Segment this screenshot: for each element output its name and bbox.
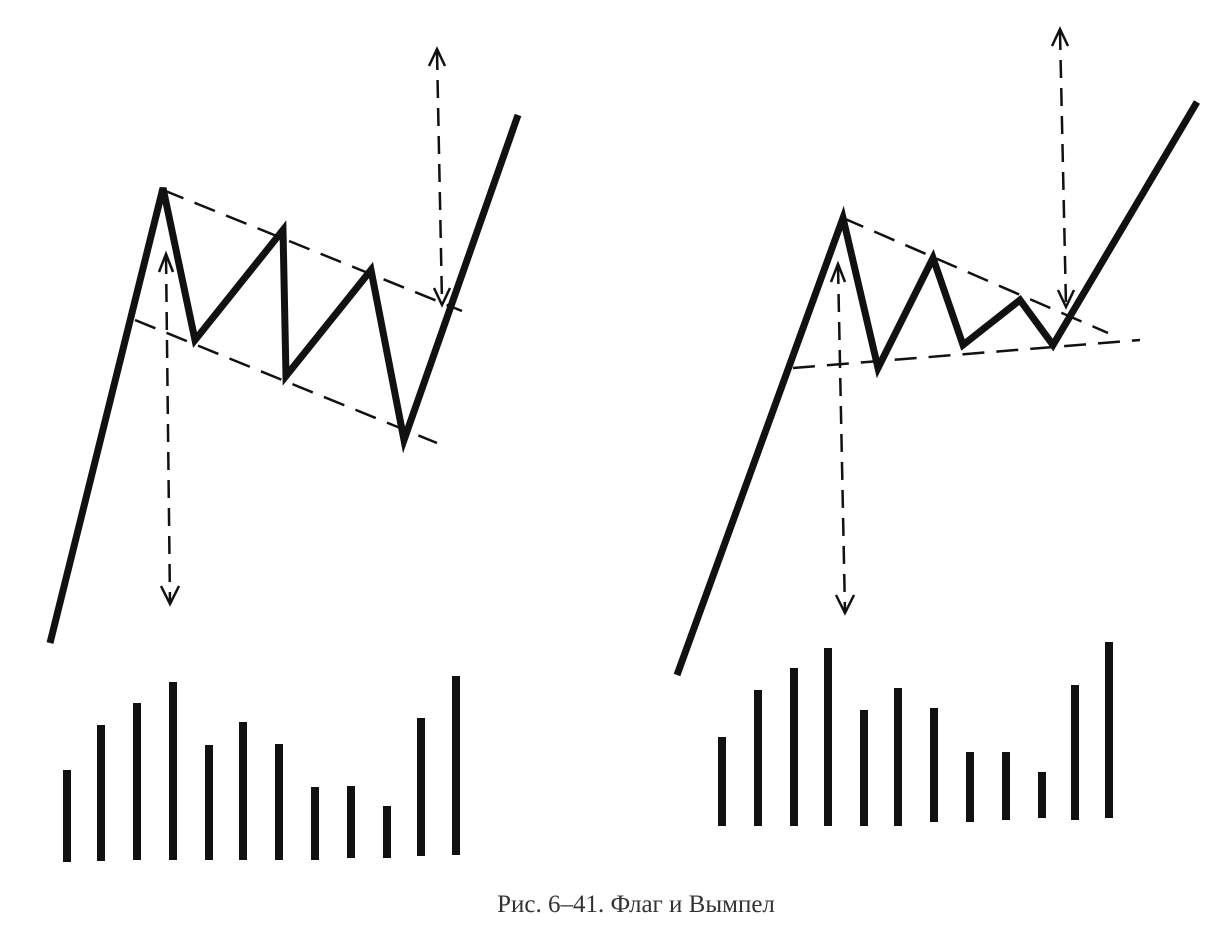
flag-upper-boundary [162,188,463,313]
pennant-measure-arrow [836,265,847,613]
pennant-lower-boundary [792,338,1141,370]
pennant-price-line [673,100,1201,677]
flag-measure-arrow [164,255,172,604]
pennant-pattern [673,26,1201,826]
flag-target-arrow [435,51,444,303]
pennant-target-arrow [1058,31,1068,306]
arrow-head [159,585,181,607]
arrow-head [427,46,447,67]
arrow-head [834,594,856,616]
arrow-head [1050,26,1070,47]
arrow-head [1056,289,1076,310]
flag-price-line [46,113,522,644]
figure-caption: Рис. 6–41. Флаг и Вымпел [497,891,775,918]
arrow-head [157,250,175,273]
flag-pattern [46,46,522,862]
pennant-volume [718,642,1113,826]
pennant-upper-boundary [842,216,1109,335]
flag-lower-boundary [134,318,438,445]
arrow-head [829,260,847,283]
arrow-head [432,287,452,308]
flag-volume [63,676,460,862]
